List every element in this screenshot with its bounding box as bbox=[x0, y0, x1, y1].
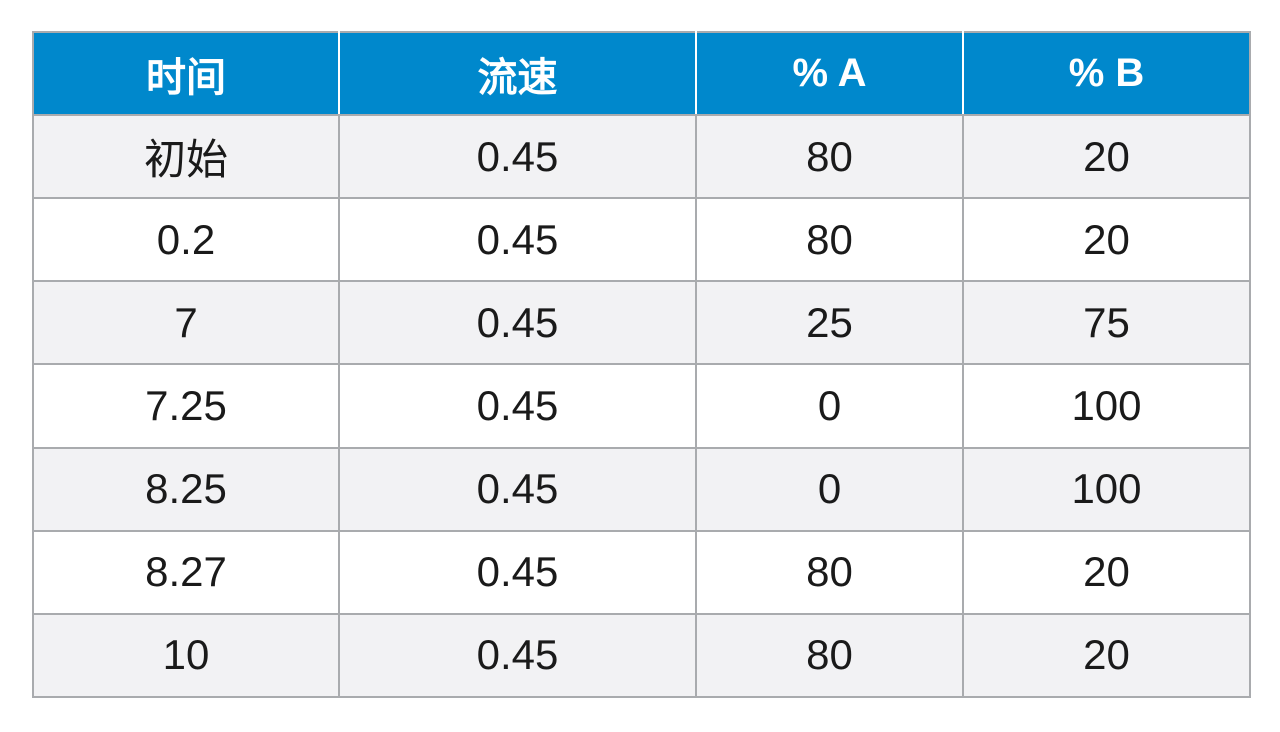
table-row: 8.25 0.45 0 100 bbox=[32, 446, 1251, 532]
cell-percent-a: 80 bbox=[695, 113, 964, 200]
gradient-table: 时间 流速 % A % B 初始 0.45 80 20 0.2 0.45 80 … bbox=[32, 31, 1251, 699]
cell-percent-b: 100 bbox=[962, 446, 1251, 532]
column-header-flow-rate: 流速 bbox=[338, 31, 697, 116]
cell-percent-b: 20 bbox=[962, 612, 1251, 699]
cell-time: 7.25 bbox=[32, 363, 340, 449]
table-row: 7.25 0.45 0 100 bbox=[32, 363, 1251, 449]
cell-percent-b: 20 bbox=[962, 113, 1251, 200]
table-row: 7 0.45 25 75 bbox=[32, 280, 1251, 366]
cell-percent-a: 0 bbox=[695, 363, 964, 449]
cell-percent-b: 100 bbox=[962, 363, 1251, 449]
cell-percent-b: 20 bbox=[962, 529, 1251, 615]
cell-flow-rate: 0.45 bbox=[338, 529, 697, 615]
table-row: 0.2 0.45 80 20 bbox=[32, 197, 1251, 283]
cell-flow-rate: 0.45 bbox=[338, 612, 697, 699]
column-header-percent-b: % B bbox=[962, 31, 1251, 116]
column-header-time: 时间 bbox=[32, 31, 340, 116]
cell-time: 10 bbox=[32, 612, 340, 699]
cell-time: 8.27 bbox=[32, 529, 340, 615]
cell-flow-rate: 0.45 bbox=[338, 197, 697, 283]
table-row: 初始 0.45 80 20 bbox=[32, 113, 1251, 200]
table-row: 8.27 0.45 80 20 bbox=[32, 529, 1251, 615]
cell-time: 7 bbox=[32, 280, 340, 366]
cell-percent-a: 80 bbox=[695, 529, 964, 615]
table-header-row: 时间 流速 % A % B bbox=[32, 31, 1251, 116]
cell-percent-b: 75 bbox=[962, 280, 1251, 366]
cell-percent-a: 0 bbox=[695, 446, 964, 532]
table-row: 10 0.45 80 20 bbox=[32, 612, 1251, 699]
cell-flow-rate: 0.45 bbox=[338, 280, 697, 366]
cell-percent-a: 80 bbox=[695, 612, 964, 699]
gradient-table-container: 时间 流速 % A % B 初始 0.45 80 20 0.2 0.45 80 … bbox=[32, 31, 1251, 699]
cell-percent-a: 25 bbox=[695, 280, 964, 366]
cell-flow-rate: 0.45 bbox=[338, 113, 697, 200]
cell-time: 初始 bbox=[32, 113, 340, 200]
cell-percent-b: 20 bbox=[962, 197, 1251, 283]
cell-percent-a: 80 bbox=[695, 197, 964, 283]
cell-flow-rate: 0.45 bbox=[338, 363, 697, 449]
cell-time: 8.25 bbox=[32, 446, 340, 532]
cell-time: 0.2 bbox=[32, 197, 340, 283]
column-header-percent-a: % A bbox=[695, 31, 964, 116]
cell-flow-rate: 0.45 bbox=[338, 446, 697, 532]
